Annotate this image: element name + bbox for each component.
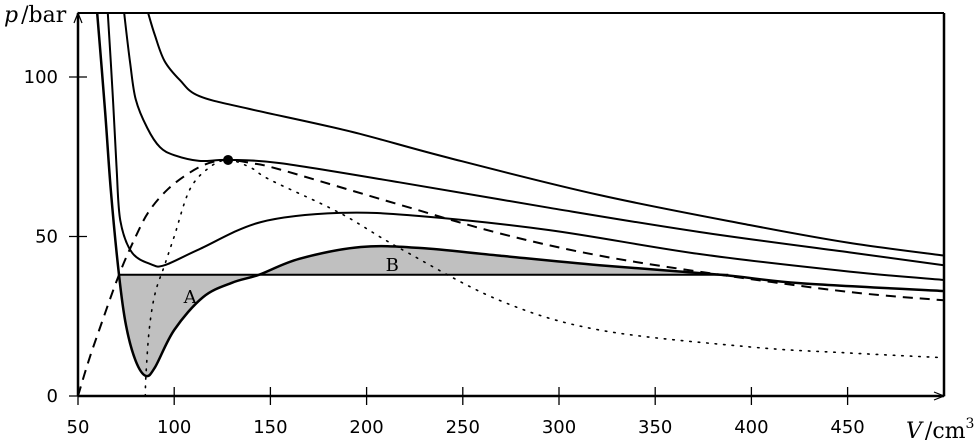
y-axis: 0 50 100	[24, 11, 87, 407]
shaded-region-a	[119, 274, 259, 377]
curves	[78, 13, 944, 396]
x-tick-label: 450	[830, 417, 864, 438]
x-axis-label: V/cm3	[906, 416, 974, 444]
shaded-region-b	[258, 246, 721, 275]
isotherm-curve-1	[95, 13, 944, 378]
x-tick-label: 200	[349, 417, 383, 438]
isotherm-curve-3	[123, 13, 944, 267]
x-axis-arrow-icon	[933, 391, 946, 401]
binodal-dashed-curve	[78, 158, 944, 396]
region-label-b: B	[386, 255, 399, 276]
y-tick-label: 0	[47, 386, 58, 407]
x-tick-label: 50	[67, 417, 90, 438]
critical-point-marker	[223, 154, 234, 165]
x-tick-label: 300	[542, 417, 576, 438]
shaded-regions	[119, 246, 721, 377]
isotherm-curve-4	[147, 13, 944, 257]
region-label-a: A	[183, 287, 198, 308]
x-axis: 50 100 150 200 250 300 350 400 450	[67, 387, 946, 438]
x-tick-label: 350	[638, 417, 672, 438]
y-tick-label: 50	[35, 227, 58, 248]
x-tick-label: 400	[734, 417, 768, 438]
y-tick-label: 100	[24, 67, 58, 88]
x-tick-label: 150	[253, 417, 287, 438]
isotherm-curve-2	[106, 13, 944, 281]
frame	[78, 12, 946, 396]
spinodal-dotted-curve	[144, 159, 944, 396]
x-tick-label: 100	[157, 417, 191, 438]
y-axis-arrow-icon	[73, 11, 83, 24]
x-tick-label: 250	[446, 417, 480, 438]
y-axis-label: p/bar	[4, 3, 67, 28]
